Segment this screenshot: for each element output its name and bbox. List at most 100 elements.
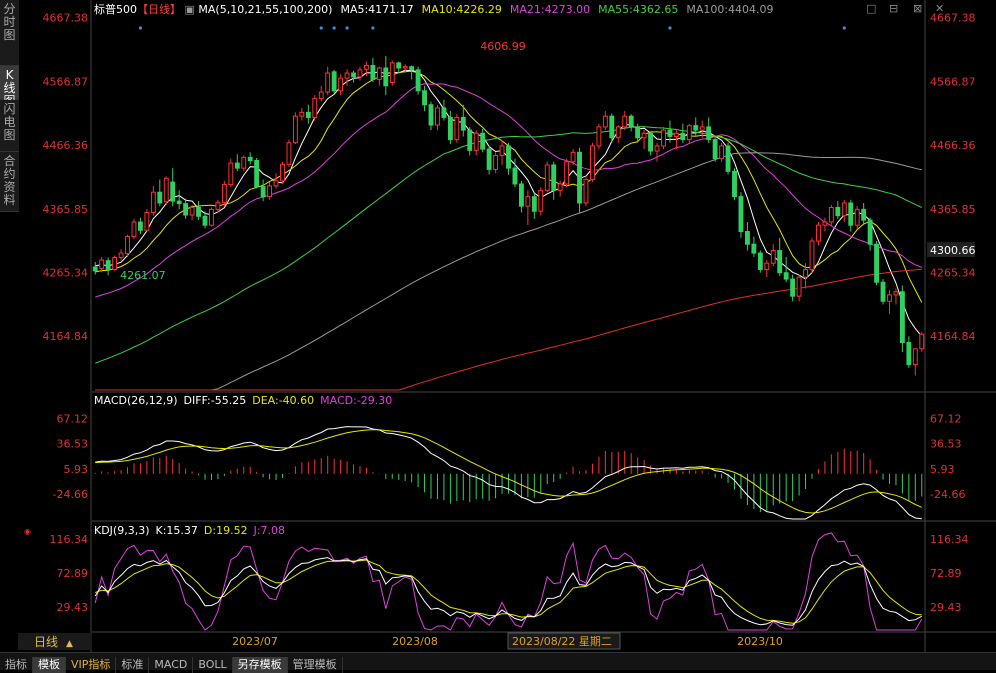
candle-body xyxy=(525,196,531,207)
candle-body xyxy=(196,206,201,217)
candle xyxy=(131,218,137,240)
x-tick-1: 2023/08 xyxy=(392,635,438,648)
candle xyxy=(467,126,473,156)
candle xyxy=(854,206,860,229)
kdj-value-1: D:19.52 xyxy=(204,524,248,537)
bottom-tab-3[interactable]: 标准 xyxy=(116,657,150,673)
bottom-tab-1[interactable]: 模板 xyxy=(33,657,66,673)
bottom-tab-6[interactable]: 另存模板 xyxy=(232,657,288,673)
candle-body xyxy=(570,151,576,163)
macd-tick-right-0: 67.12 xyxy=(930,413,962,426)
candle-body xyxy=(383,67,389,87)
candle xyxy=(777,237,783,276)
candle xyxy=(738,192,744,238)
candle-body xyxy=(144,212,150,231)
header-part: MA(5,10,21,55,100,200) xyxy=(198,3,332,16)
bottom-tab-7[interactable]: 管理模板 xyxy=(288,657,343,673)
ma10-line xyxy=(95,70,923,303)
bottom-tab-4[interactable]: MACD xyxy=(149,657,194,673)
candle-body xyxy=(777,250,783,274)
candle xyxy=(751,236,757,257)
kdj-title: KDJ(9,3,3) xyxy=(94,524,150,537)
candle xyxy=(506,142,511,175)
candle xyxy=(744,222,750,251)
candle xyxy=(170,168,176,207)
ma200-line xyxy=(95,268,922,391)
candle xyxy=(919,331,925,352)
candle-body xyxy=(809,240,815,271)
candle xyxy=(706,117,712,143)
kdj-tick-right-0: 116.34 xyxy=(930,533,969,546)
bottom-tab-2[interactable]: VIP指标 xyxy=(66,657,117,673)
candle-body xyxy=(912,348,918,366)
candle xyxy=(221,180,227,207)
candle-body xyxy=(209,208,214,226)
candle xyxy=(770,244,776,267)
price-tick-left-0: 4164.84 xyxy=(43,330,89,343)
ma-value-2: MA21:4273.00 xyxy=(510,3,590,16)
candle xyxy=(383,55,389,96)
candle-body xyxy=(338,77,344,92)
candle-body xyxy=(389,62,395,84)
candle-body xyxy=(654,145,660,152)
candle xyxy=(92,261,98,275)
candle-body xyxy=(254,160,260,188)
candle xyxy=(828,204,834,226)
candle xyxy=(783,256,789,283)
candle-body xyxy=(744,231,750,245)
kdj-tick-right-1: 72.89 xyxy=(930,567,962,580)
candle-body xyxy=(828,206,834,223)
candle xyxy=(241,155,247,172)
candle xyxy=(622,111,628,131)
left-tab-0[interactable]: 分时图 xyxy=(0,0,19,66)
candle-body xyxy=(512,167,518,185)
candle-body xyxy=(176,200,182,205)
candle-body xyxy=(577,151,582,204)
x-tick-0: 2023/07 xyxy=(232,635,278,648)
candle-body xyxy=(686,125,692,141)
cursor-date-box xyxy=(507,632,621,650)
candle-body xyxy=(163,177,169,203)
x-tick-2: 2023/10 xyxy=(737,635,783,648)
candle xyxy=(286,139,292,167)
candle-body xyxy=(822,221,828,226)
candle-body xyxy=(712,139,718,160)
candle-body xyxy=(454,116,460,141)
candle-body xyxy=(428,104,434,126)
bottom-tab-5[interactable]: BOLL xyxy=(193,657,233,673)
candle xyxy=(280,161,285,184)
macd-tick-left-2: 5.93 xyxy=(64,463,89,476)
bottom-tab-0[interactable]: 指标 xyxy=(0,657,33,673)
candle xyxy=(183,198,189,219)
candle-body xyxy=(157,191,163,204)
candle xyxy=(112,255,118,271)
candle xyxy=(880,279,886,305)
left-tab-1[interactable]: K线图 xyxy=(0,66,19,108)
macd-legend: MACD(26,12,9) DIFF:-55.25 DEA:-40.60 MACD:-… xyxy=(94,394,392,407)
candle-body xyxy=(473,132,479,151)
candle xyxy=(312,95,318,121)
candle-body xyxy=(105,260,111,271)
candle-body xyxy=(247,156,253,162)
candle xyxy=(577,147,582,213)
candle xyxy=(292,112,298,145)
left-tab-3[interactable]: 合约资料 xyxy=(0,152,19,212)
macd-value-2: MACD:-29.30 xyxy=(320,394,392,407)
period-dropdown-icon: ▲ xyxy=(66,639,73,649)
candle xyxy=(137,217,143,235)
candle-body xyxy=(99,259,105,269)
event-marker-1 xyxy=(319,26,323,30)
candle-body xyxy=(241,156,247,169)
left-tab-2[interactable]: 闪电图 xyxy=(0,100,19,152)
candle-body xyxy=(699,126,705,131)
price-annotation-1: 4261.07 xyxy=(120,269,165,282)
candle-body xyxy=(854,208,860,226)
price-tick-left-2: 4365.85 xyxy=(43,203,89,216)
candle-body xyxy=(874,243,880,283)
price-tick-left-5: 4667.38 xyxy=(43,12,89,25)
candle-body xyxy=(887,294,892,302)
window-control-icon-3: ✕ xyxy=(935,2,944,15)
candle xyxy=(125,234,130,257)
candle-body xyxy=(499,145,505,156)
candle-body xyxy=(706,126,712,141)
